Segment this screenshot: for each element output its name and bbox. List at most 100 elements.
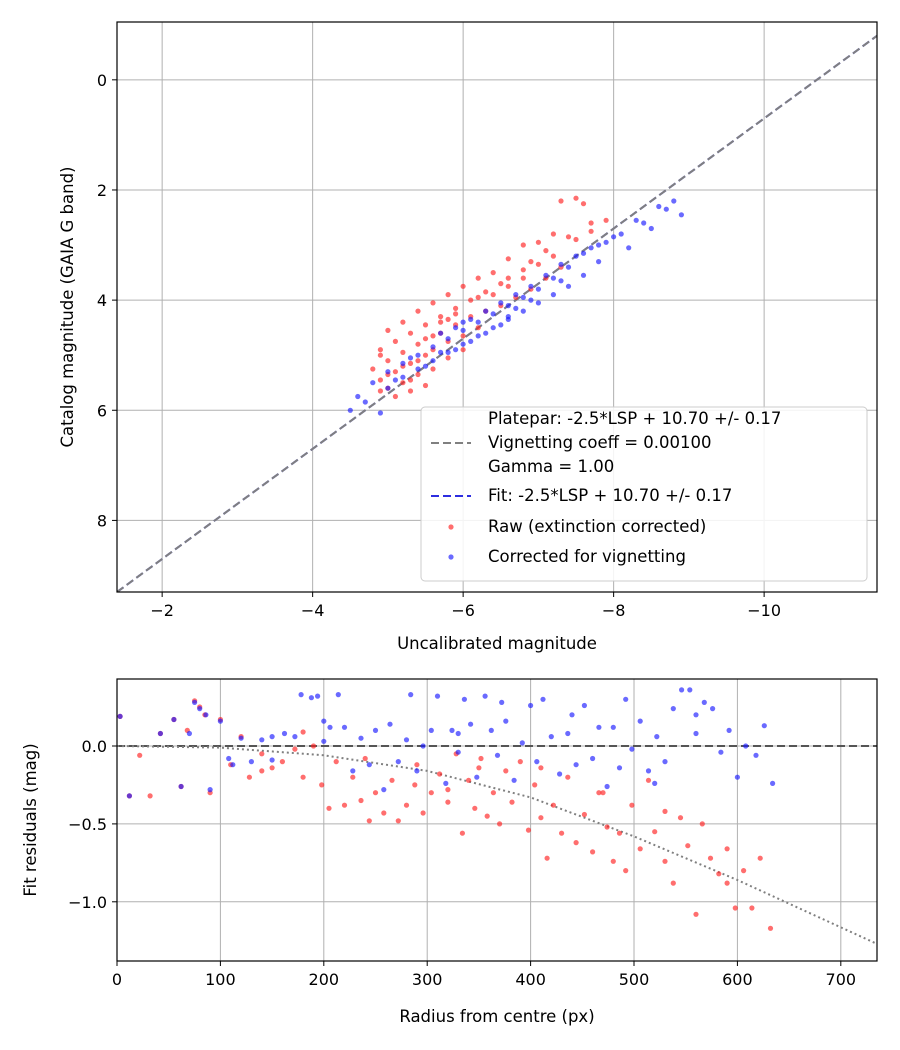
raw-point (438, 319, 444, 325)
raw-point (362, 755, 368, 762)
raw-point (645, 777, 652, 783)
raw-point (137, 752, 143, 758)
corrected-point (573, 253, 579, 259)
corrected-point (475, 333, 481, 339)
corrected-point (414, 768, 420, 774)
corrected-point (321, 718, 327, 724)
raw-point (538, 765, 544, 771)
corrected-point (528, 283, 534, 289)
raw-point (484, 813, 490, 819)
bottom-grid (116, 679, 877, 961)
corrected-point (645, 768, 652, 774)
corrected-point (460, 327, 466, 333)
raw-point (468, 297, 474, 303)
raw-point (573, 195, 579, 201)
corrected-point (385, 369, 391, 375)
corrected-point (347, 407, 353, 413)
legend-entry-label: Corrected for vignetting (488, 547, 686, 566)
raw-point (414, 762, 420, 768)
raw-point (535, 261, 542, 267)
corrected-point (203, 712, 209, 718)
corrected-point (505, 303, 511, 309)
raw-point (415, 371, 421, 378)
raw-point (475, 294, 481, 300)
raw-point (400, 319, 406, 325)
top-x-axis-label: Uncalibrated magnitude (397, 634, 597, 653)
corrected-point (468, 316, 474, 322)
x-tick-label: 0 (112, 970, 122, 989)
raw-point (505, 283, 511, 289)
corrected-point (269, 734, 275, 740)
corrected-point (298, 692, 304, 698)
raw-point (596, 790, 602, 796)
raw-point (581, 811, 588, 818)
raw-point (588, 228, 594, 234)
corrected-point (178, 783, 184, 790)
corrected-point (460, 341, 466, 347)
raw-point (483, 289, 489, 295)
raw-point (662, 858, 668, 864)
corrected-point (422, 363, 429, 369)
corrected-point (623, 696, 629, 702)
corrected-point (596, 259, 602, 265)
corrected-point (718, 749, 724, 755)
raw-point (588, 220, 594, 226)
raw-point (637, 846, 643, 852)
corrected-point (415, 352, 421, 358)
corrected-point (520, 308, 526, 314)
raw-point (757, 855, 763, 861)
corrected-point (468, 721, 474, 727)
raw-point (259, 751, 265, 757)
top-y-ticks: 0 2 4 6 8 (97, 71, 117, 530)
raw-point (395, 818, 401, 824)
raw-point (341, 802, 348, 808)
x-tick-label: 500 (619, 970, 650, 989)
corrected-point (687, 687, 693, 693)
top-lines (117, 34, 877, 592)
raw-point (629, 802, 635, 808)
corrected-point (511, 777, 517, 783)
raw-point (422, 336, 429, 342)
corrected-point (569, 712, 575, 718)
raw-point (437, 771, 443, 777)
raw-point (147, 793, 153, 799)
x-tick-label: −10 (747, 601, 781, 620)
legend-box (420, 406, 868, 582)
raw-point (517, 759, 523, 765)
raw-point (407, 360, 414, 366)
top-scatter-points (347, 195, 685, 416)
corrected-point (259, 737, 265, 743)
corrected-point (230, 762, 236, 768)
raw-point (732, 905, 738, 911)
corrected-point (670, 706, 676, 712)
raw-point (662, 808, 668, 815)
raw-point (550, 802, 557, 808)
corrected-point (434, 693, 441, 699)
bottom-x-axis-label: Radius from centre (px) (399, 1007, 594, 1026)
raw-point (407, 388, 414, 394)
raw-point (476, 765, 482, 771)
bottom-lines (117, 745, 877, 945)
corrected-point (543, 272, 549, 278)
raw-point (407, 330, 414, 336)
corrected-point (350, 768, 356, 774)
raw-point (580, 201, 587, 207)
raw-point (319, 782, 325, 788)
raw-point (677, 815, 684, 821)
legend-entry-label: Raw (extinction corrected) (488, 517, 706, 536)
raw-point (478, 755, 484, 762)
line-vignetting-model (117, 745, 877, 945)
raw-point (616, 830, 623, 836)
raw-point (652, 829, 658, 835)
corrected-point (327, 724, 333, 730)
raw-point (385, 358, 391, 364)
legend-dot-marker (448, 524, 454, 530)
corrected-point (186, 730, 192, 737)
corrected-point (217, 718, 223, 724)
raw-point (377, 347, 383, 353)
corrected-point (407, 355, 414, 361)
raw-point (497, 821, 503, 827)
corrected-point (358, 735, 364, 741)
raw-point (460, 333, 466, 339)
